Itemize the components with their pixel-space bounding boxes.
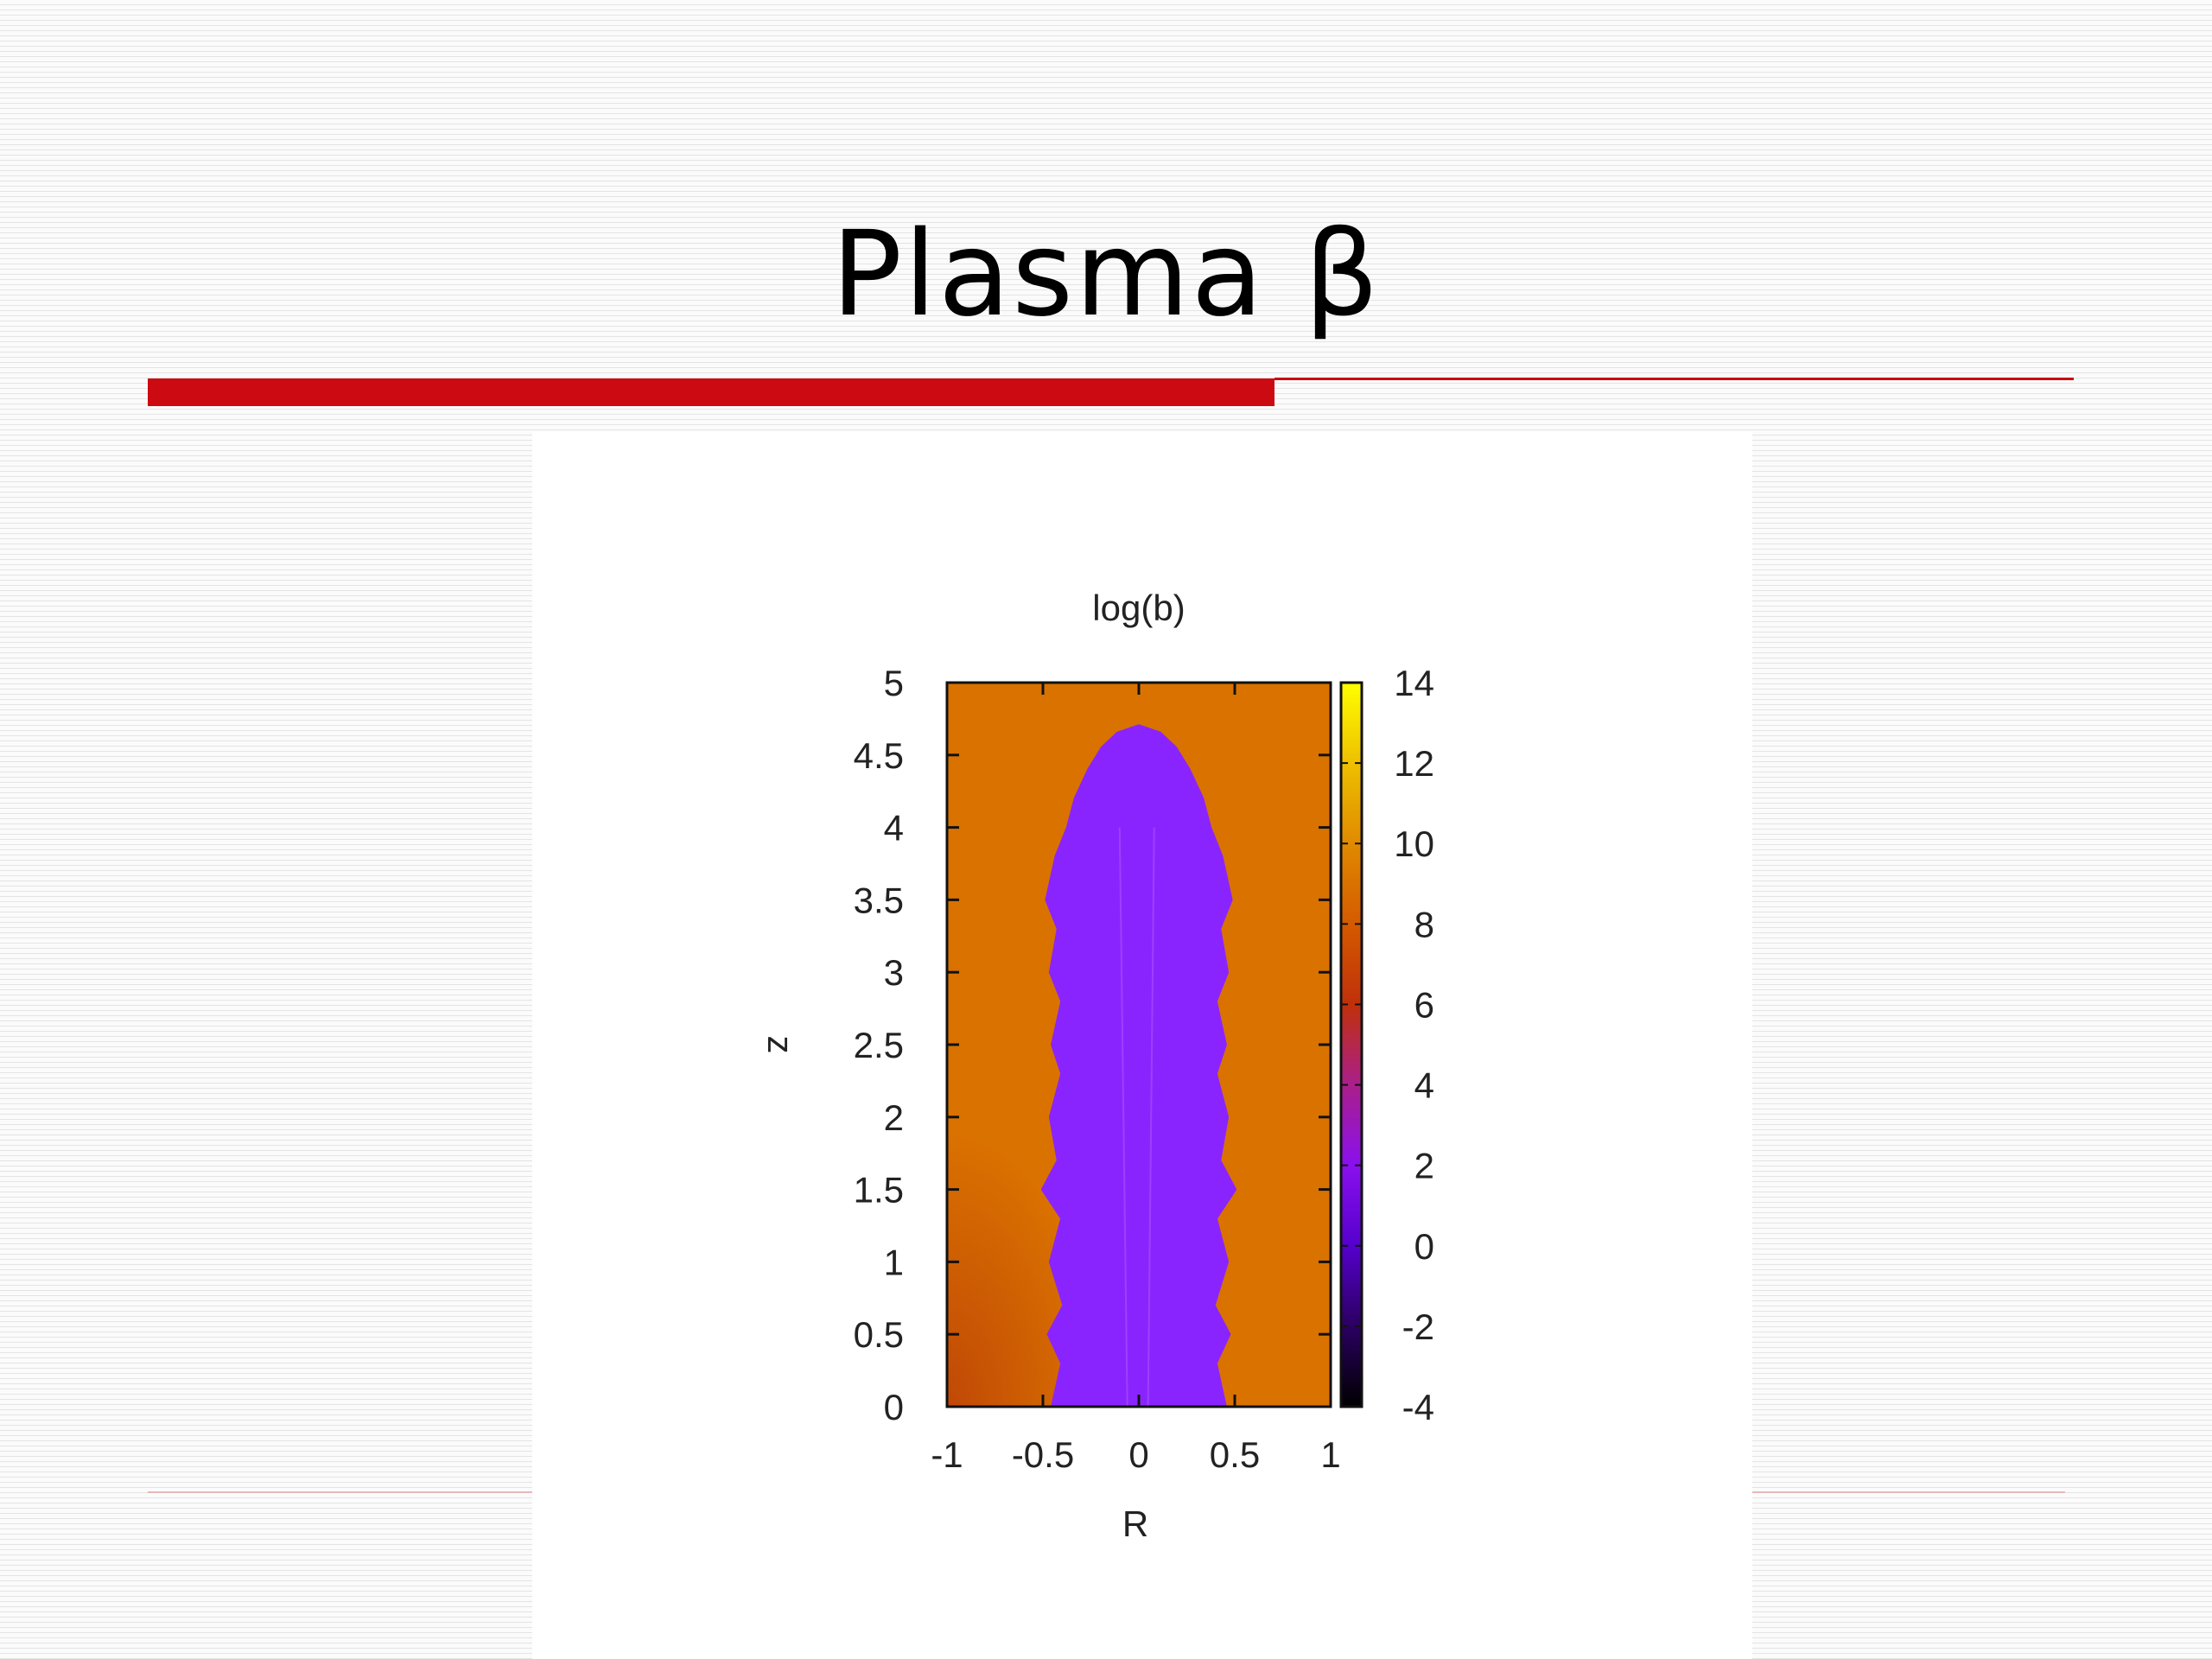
jet-axis-line-right: [1147, 827, 1155, 1407]
y-tick-label: 4: [884, 808, 904, 849]
y-tick-label: 3.5: [854, 880, 904, 920]
y-tick-label: 2.5: [854, 1025, 904, 1065]
colorbar-tick-label: 8: [1414, 904, 1434, 944]
x-axis-label: R: [1122, 1503, 1148, 1544]
x-tick-label: -0.5: [1012, 1434, 1074, 1475]
footer-rule-left: [148, 1491, 532, 1493]
x-tick-label: 0.5: [1210, 1434, 1260, 1475]
colorbar-tick-label: 12: [1394, 743, 1434, 784]
colorbar-tick-label: 0: [1414, 1226, 1434, 1267]
colorbar-tick-label: 6: [1414, 984, 1434, 1025]
x-tick-label: 1: [1320, 1434, 1340, 1475]
figure-panel: log(b) -1 -0.5 0 0.5 1 0 0.5 1 1.5 2 2.5 3 3.5 4 4.5 5…: [532, 432, 1752, 1659]
y-tick-label: 2: [884, 1097, 904, 1138]
y-tick-label: 4.5: [854, 735, 904, 776]
colorbar-axis: 14 12 10 8 6 4 2 0 -2 -4: [1341, 663, 1434, 1427]
colorbar-tick-label: 10: [1394, 823, 1434, 864]
colorbar-tick-label: -2: [1402, 1306, 1434, 1347]
footer-rule-right: [1752, 1491, 2065, 1493]
y-tick-label: 1: [884, 1242, 904, 1282]
colorbar-tick-label: 14: [1394, 663, 1434, 703]
y-tick-label: 5: [884, 663, 904, 703]
y-axis: 0 0.5 1 1.5 2 2.5 3 3.5 4 4.5 5: [854, 663, 1331, 1427]
y-tick-label: 0: [884, 1387, 904, 1427]
plot-area: [947, 683, 1331, 1407]
x-axis: -1 -0.5 0 0.5 1: [931, 683, 1341, 1475]
y-axis-label: z: [760, 1036, 801, 1054]
colorbar-tick-label: 4: [1414, 1065, 1434, 1106]
y-tick-label: 0.5: [854, 1314, 904, 1355]
slide-title: Plasma β: [831, 207, 1381, 343]
y-tick-label: 1.5: [854, 1170, 904, 1211]
jet-region: [1041, 724, 1236, 1407]
title-underline-thin: [1274, 378, 2074, 380]
chart-title: log(b): [1092, 588, 1185, 628]
y-tick-label: 3: [884, 952, 904, 993]
colorbar: [1339, 681, 1363, 1408]
colorbar-tick-label: 2: [1414, 1146, 1434, 1186]
x-tick-label: 0: [1128, 1434, 1148, 1475]
title-underline-thick: [148, 378, 1274, 406]
heatmap-chart: log(b) -1 -0.5 0 0.5 1 0 0.5 1 1.5 2 2.5 3 3.5 4 4.5 5…: [760, 588, 1434, 1544]
x-tick-label: -1: [931, 1434, 963, 1475]
colorbar-tick-label: -4: [1402, 1387, 1434, 1427]
jet-axis-line-left: [1118, 827, 1128, 1407]
